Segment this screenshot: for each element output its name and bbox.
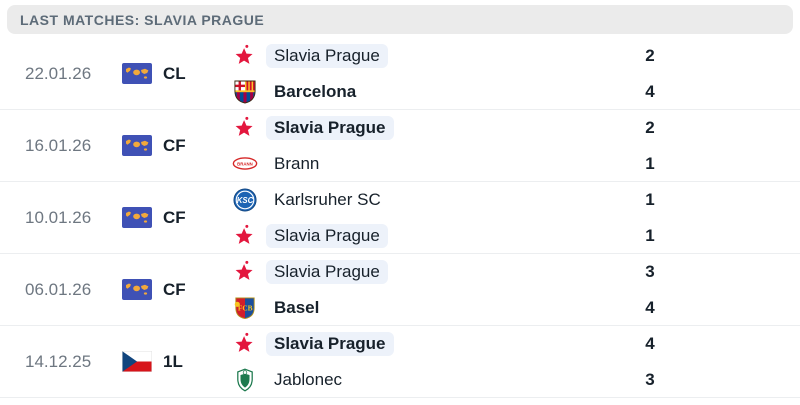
team-name: Slavia Prague bbox=[266, 331, 394, 356]
match-date: 16.01.26 bbox=[25, 135, 92, 155]
team-score: 2 bbox=[645, 45, 655, 65]
team-name: Barcelona bbox=[274, 81, 357, 101]
team-score: 4 bbox=[645, 81, 655, 101]
teams-block: Slavia Prague 2 bbox=[232, 43, 668, 105]
match-date: 10.01.26 bbox=[25, 207, 92, 227]
barcelona-logo-icon bbox=[232, 79, 258, 105]
match-date: 22.01.26 bbox=[25, 63, 92, 83]
svg-text:FCB: FCB bbox=[238, 303, 253, 312]
match-date: 06.01.26 bbox=[25, 279, 92, 299]
world-flag-icon bbox=[122, 135, 152, 156]
team-name: Slavia Prague bbox=[266, 223, 388, 248]
match-list: 22.01.26 CL bbox=[0, 38, 800, 398]
team-score: 1 bbox=[645, 225, 655, 245]
czech-flag-icon bbox=[122, 351, 152, 372]
team-score: 3 bbox=[645, 369, 655, 389]
match-row[interactable]: 06.01.26 CF bbox=[0, 254, 800, 326]
team-row-away: Slavia Prague 1 bbox=[232, 223, 668, 249]
teams-block: Slavia Prague 3 FCB bbox=[232, 259, 668, 321]
competition-code: CF bbox=[163, 207, 186, 227]
slavia-prague-logo-icon bbox=[232, 331, 258, 357]
slavia-prague-logo-icon bbox=[232, 43, 258, 69]
teams-block: Slavia Prague 4 Jablonec 3 bbox=[232, 331, 668, 393]
competition: CF bbox=[122, 279, 232, 300]
team-row-home: Slavia Prague 4 bbox=[232, 331, 668, 357]
team-score: 3 bbox=[645, 261, 655, 281]
team-name: Jablonec bbox=[274, 369, 343, 389]
teams-block: KSC Karlsruher SC 1 Slavia Prague 1 bbox=[232, 187, 668, 249]
team-row-away: Jablonec 3 bbox=[232, 367, 668, 393]
team-score: 2 bbox=[645, 117, 655, 137]
team-row-home: KSC Karlsruher SC 1 bbox=[232, 187, 668, 213]
competition-code: CF bbox=[163, 279, 186, 299]
widget-header: LAST MATCHES: SLAVIA PRAGUE bbox=[7, 5, 793, 34]
team-name: Basel bbox=[274, 297, 320, 317]
slavia-prague-logo-icon bbox=[232, 259, 258, 285]
competition: CF bbox=[122, 135, 232, 156]
match-row[interactable]: 22.01.26 CL bbox=[0, 38, 800, 110]
svg-text:KSC: KSC bbox=[237, 196, 254, 205]
widget-title: LAST MATCHES: SLAVIA PRAGUE bbox=[20, 11, 265, 28]
slavia-prague-logo-icon bbox=[232, 223, 258, 249]
team-score: 4 bbox=[645, 333, 655, 353]
match-row[interactable]: 16.01.26 CF bbox=[0, 110, 800, 182]
team-name: Karlsruher SC bbox=[274, 189, 381, 209]
jablonec-logo-icon bbox=[232, 367, 258, 393]
karlsruher-sc-logo-icon: KSC bbox=[232, 187, 258, 213]
team-score: 1 bbox=[645, 153, 655, 173]
team-name: Slavia Prague bbox=[266, 259, 388, 284]
team-name: Slavia Prague bbox=[266, 115, 394, 140]
competition: CF bbox=[122, 207, 232, 228]
world-flag-icon bbox=[122, 207, 152, 228]
slavia-prague-logo-icon bbox=[232, 115, 258, 141]
match-date: 14.12.25 bbox=[25, 351, 92, 371]
competition-code: 1L bbox=[163, 351, 183, 371]
team-score: 1 bbox=[645, 189, 655, 209]
team-row-home: Slavia Prague 2 bbox=[232, 43, 668, 69]
team-name: Slavia Prague bbox=[266, 43, 388, 68]
world-flag-icon bbox=[122, 63, 152, 84]
competition-code: CL bbox=[163, 63, 186, 83]
competition-code: CF bbox=[163, 135, 186, 155]
team-name: Brann bbox=[274, 153, 320, 173]
svg-text:BRANN: BRANN bbox=[237, 161, 253, 166]
basel-logo-icon: FCB bbox=[232, 295, 258, 321]
team-row-away: FCB Basel 4 bbox=[232, 295, 668, 321]
world-flag-icon bbox=[122, 279, 152, 300]
last-matches-widget: LAST MATCHES: SLAVIA PRAGUE 22.01.26 CL bbox=[0, 5, 800, 405]
team-row-away: Barcelona 4 bbox=[232, 79, 668, 105]
brann-logo-icon: BRANN bbox=[232, 151, 258, 177]
team-row-home: Slavia Prague 3 bbox=[232, 259, 668, 285]
teams-block: Slavia Prague 2 BRANN Brann 1 bbox=[232, 115, 668, 177]
team-row-home: Slavia Prague 2 bbox=[232, 115, 668, 141]
competition: 1L bbox=[122, 351, 232, 372]
team-score: 4 bbox=[645, 297, 655, 317]
match-row[interactable]: 14.12.25 1L bbox=[0, 326, 800, 398]
match-row[interactable]: 10.01.26 CF KSC bbox=[0, 182, 800, 254]
competition: CL bbox=[122, 63, 232, 84]
team-row-away: BRANN Brann 1 bbox=[232, 151, 668, 177]
